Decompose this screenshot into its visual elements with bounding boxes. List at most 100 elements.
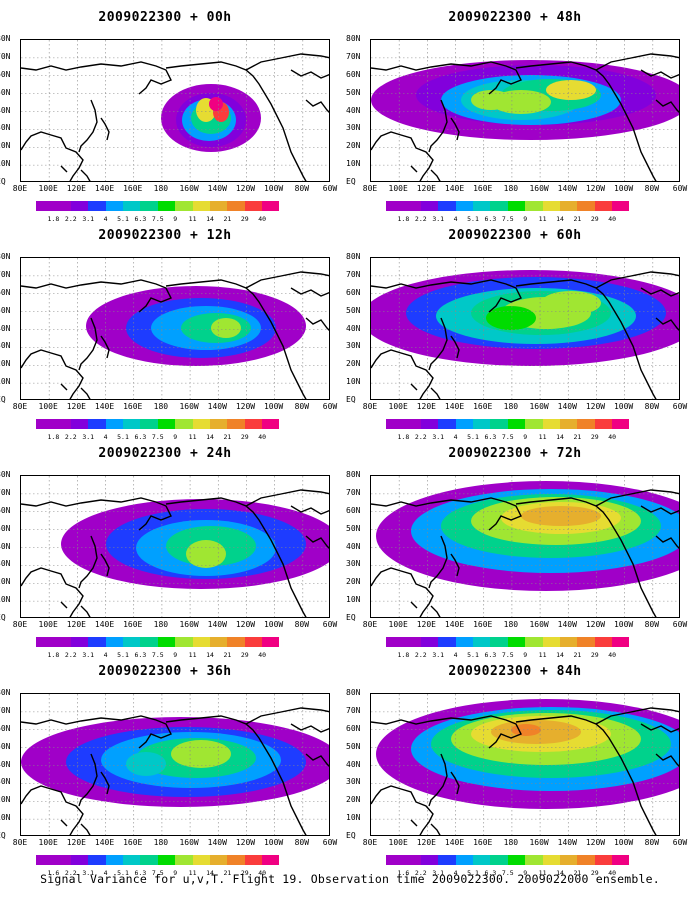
colorbar-swatch xyxy=(542,201,560,211)
colorbar-swatch xyxy=(507,419,526,429)
colorbar-swatch xyxy=(438,419,456,429)
colorbar-swatch xyxy=(105,201,123,211)
colorbar-label: 6.3 xyxy=(484,651,497,659)
latitude-label: 60N xyxy=(0,287,11,297)
map-area xyxy=(370,39,680,182)
colorbar-label: 3.1 xyxy=(432,651,445,659)
longitude-label: 160E xyxy=(473,620,493,629)
coastline xyxy=(371,61,522,95)
colorbar-label: 3.1 xyxy=(432,869,445,877)
coastline xyxy=(515,61,657,181)
longitude-label: 180 xyxy=(503,838,519,847)
longitude-label: 140W xyxy=(207,838,227,847)
longitude-label: 60W xyxy=(672,620,688,629)
latitude-label: EQ xyxy=(0,613,6,622)
colorbar-swatch xyxy=(525,637,543,647)
longitude-label: 160W xyxy=(179,402,199,411)
colorbar-swatch xyxy=(559,855,578,865)
longitude-label: 80W xyxy=(644,184,660,193)
colorbar-swatch xyxy=(122,855,141,865)
colorbar-label: 1.6 xyxy=(397,869,410,877)
colorbar-label: 2.2 xyxy=(64,869,77,877)
latitude-label: 30N xyxy=(0,559,11,569)
coastline xyxy=(450,117,460,141)
colorbar-swatch xyxy=(386,855,404,865)
colorbar-label: 1.8 xyxy=(397,433,410,441)
contour-region xyxy=(171,740,231,768)
contour-region xyxy=(541,291,601,315)
colorbar-swatch xyxy=(386,201,404,211)
colorbar-label: 11 xyxy=(188,869,197,877)
longitude-label: 160E xyxy=(123,620,143,629)
longitude-label: 140E xyxy=(444,838,465,847)
longitude-label: 140W xyxy=(557,620,577,629)
latitude-label: 50N xyxy=(346,305,361,315)
colorbar-swatch xyxy=(525,201,543,211)
colorbar-swatch xyxy=(175,201,193,211)
coastline xyxy=(655,753,679,767)
latitude-label: 40N xyxy=(0,323,11,333)
longitude-label: 120W xyxy=(235,620,256,629)
colorbar-label: 7.5 xyxy=(501,869,514,877)
colorbar-label: 29 xyxy=(590,651,599,659)
colorbar-label: 9 xyxy=(523,869,528,877)
colorbar-label: 9 xyxy=(173,433,178,441)
colorbar-label: 5.1 xyxy=(117,651,129,659)
colorbar-swatch xyxy=(140,855,158,865)
coastline xyxy=(655,99,679,113)
coastline xyxy=(371,131,434,181)
colorbar-swatch xyxy=(53,855,71,865)
colorbar-swatch xyxy=(209,201,228,211)
colorbar-swatch xyxy=(455,419,473,429)
colorbar-label: 40 xyxy=(258,433,267,441)
longitude-label: 120E xyxy=(416,184,436,193)
colorbar-swatch xyxy=(455,201,473,211)
longitude-label: 60W xyxy=(672,184,688,193)
contour-region xyxy=(511,724,541,736)
colorbar-swatch xyxy=(244,419,263,429)
latitude-label: 60N xyxy=(346,287,361,297)
longitude-label: 80W xyxy=(294,184,310,193)
coastline xyxy=(100,771,110,795)
colorbar-label: 4 xyxy=(453,869,458,877)
colorbar-swatch xyxy=(53,201,71,211)
longitude-label: 100W xyxy=(613,838,634,847)
latitude-label: 30N xyxy=(0,777,11,787)
colorbar-swatch xyxy=(420,419,439,429)
variance-field xyxy=(371,694,679,835)
colorbar-swatch xyxy=(262,637,280,647)
longitude-label: 180 xyxy=(153,184,169,193)
coastline xyxy=(515,715,657,835)
colorbar-swatch xyxy=(559,419,578,429)
latitude-label: 70N xyxy=(0,705,11,715)
coastline xyxy=(60,819,68,827)
coastline xyxy=(165,715,307,835)
coastline xyxy=(165,279,307,399)
contour-region xyxy=(211,318,241,338)
longitude-label: 80W xyxy=(644,402,660,411)
coastline xyxy=(305,317,329,331)
panel-title: 2009022300 + 60h xyxy=(448,228,582,243)
variance-field xyxy=(21,258,329,399)
contour-region xyxy=(186,540,226,568)
colorbar-label: 4 xyxy=(453,215,458,223)
contour-region xyxy=(521,506,601,526)
colorbar-label: 6.3 xyxy=(134,651,147,659)
map-panel: 2009022300 + 84h 80N 70N 60N 50N 40N 30N 20N 10N… xyxy=(346,664,687,879)
latitude-label: 20N xyxy=(0,141,11,151)
colorbar-swatch xyxy=(122,201,141,211)
latitude-label: 20N xyxy=(346,141,361,151)
colorbar xyxy=(36,201,280,211)
coastline xyxy=(290,69,329,79)
colorbar-swatch xyxy=(70,855,89,865)
colorbar-label: 7.5 xyxy=(151,651,164,659)
map-area xyxy=(20,475,330,618)
colorbar-label: 21 xyxy=(573,215,582,223)
latitude-label: 50N xyxy=(0,87,11,97)
colorbar-swatch xyxy=(542,637,560,647)
latitude-label: 30N xyxy=(0,123,11,133)
variance-field xyxy=(371,258,679,399)
colorbar-label: 3.1 xyxy=(82,869,95,877)
colorbar-swatch xyxy=(157,855,176,865)
longitude-label: 160E xyxy=(473,184,493,193)
